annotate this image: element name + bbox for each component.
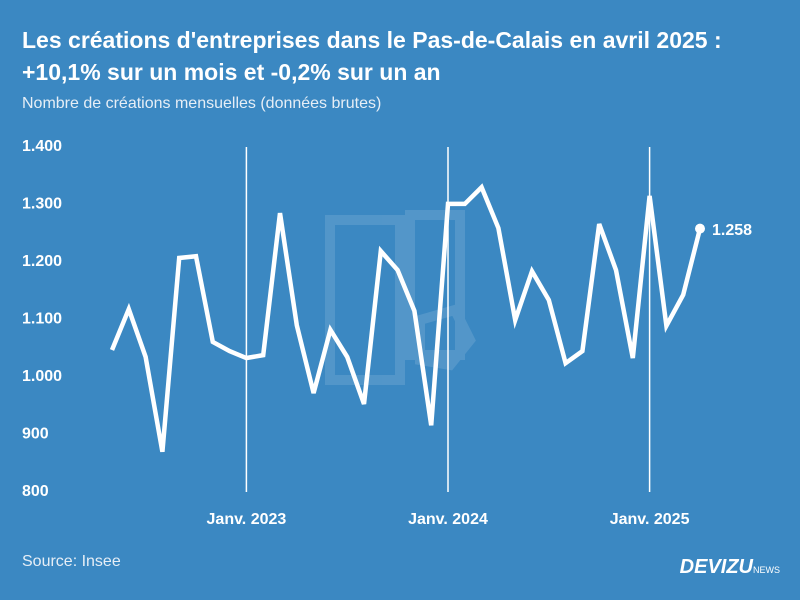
y-tick-label: 900: [22, 426, 49, 443]
y-tick-label: 800: [22, 483, 49, 500]
brand-suffix: NEWS: [753, 565, 780, 575]
y-tick-label: 1.200: [22, 253, 62, 270]
x-tick-label: Janv. 2025: [610, 511, 690, 528]
chart-subtitle: Nombre de créations mensuelles (données …: [22, 95, 382, 112]
y-tick-label: 1.400: [22, 138, 62, 155]
value-label: 1.258: [712, 222, 752, 239]
y-tick-label: 1.000: [22, 368, 62, 385]
chart-title: Les créations d'entreprises dans le Pas-…: [22, 27, 722, 85]
y-tick-label: 1.100: [22, 311, 62, 328]
watermark: [325, 210, 476, 385]
y-tick-label: 1.300: [22, 196, 62, 213]
x-tick-label: Janv. 2023: [207, 511, 287, 528]
brand: DEVIZUNEWS: [680, 556, 780, 579]
point: [695, 223, 705, 234]
x-tick-label: Janv. 2024: [408, 511, 488, 528]
data-line: [109, 183, 703, 453]
source: Source: Insee: [22, 553, 121, 570]
brand-name: DEVIZU: [679, 556, 753, 578]
